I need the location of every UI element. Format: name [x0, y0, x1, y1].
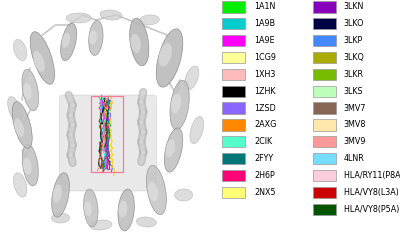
Ellipse shape — [130, 18, 149, 66]
Text: 2AXG: 2AXG — [254, 120, 277, 129]
Ellipse shape — [146, 165, 166, 215]
Bar — [222, 170, 245, 181]
Ellipse shape — [170, 80, 189, 130]
Text: 4LNR: 4LNR — [344, 154, 364, 163]
Ellipse shape — [14, 39, 27, 61]
Bar — [222, 136, 245, 147]
Bar — [313, 18, 336, 29]
Ellipse shape — [66, 13, 91, 23]
Bar — [313, 170, 336, 181]
Ellipse shape — [33, 51, 45, 72]
Ellipse shape — [136, 217, 156, 227]
Bar — [313, 69, 336, 80]
Ellipse shape — [14, 173, 27, 197]
Bar — [313, 204, 336, 215]
Text: 1ZHK: 1ZHK — [254, 87, 276, 96]
Ellipse shape — [164, 128, 183, 172]
Bar — [222, 52, 245, 63]
Text: 3LKN: 3LKN — [344, 3, 364, 11]
Bar — [91, 96, 123, 172]
Ellipse shape — [190, 116, 204, 144]
Text: 3LKR: 3LKR — [344, 70, 364, 79]
Bar — [222, 86, 245, 97]
Bar — [313, 35, 336, 46]
Ellipse shape — [53, 185, 62, 202]
Text: 3LKP: 3LKP — [344, 36, 363, 45]
Ellipse shape — [166, 139, 175, 157]
Bar — [313, 136, 336, 147]
Bar — [313, 153, 336, 164]
Text: 1A1N: 1A1N — [254, 3, 276, 11]
Ellipse shape — [184, 66, 199, 90]
Text: 3LKS: 3LKS — [344, 87, 363, 96]
Bar — [313, 1, 336, 13]
Text: 3LKQ: 3LKQ — [344, 53, 364, 62]
Ellipse shape — [52, 213, 70, 223]
Text: 3MV8: 3MV8 — [344, 120, 366, 129]
Ellipse shape — [89, 31, 97, 44]
Bar — [222, 153, 245, 164]
Text: HLA/VY8(L3A) model: HLA/VY8(L3A) model — [344, 188, 400, 197]
Ellipse shape — [14, 118, 24, 137]
Text: HLA/RY11(P8A) model: HLA/RY11(P8A) model — [344, 171, 400, 180]
Ellipse shape — [12, 102, 32, 148]
Bar — [313, 187, 336, 198]
Ellipse shape — [130, 34, 141, 53]
Ellipse shape — [100, 10, 122, 20]
Ellipse shape — [158, 43, 172, 67]
Ellipse shape — [90, 220, 112, 230]
Ellipse shape — [84, 201, 92, 216]
Ellipse shape — [52, 173, 70, 217]
Ellipse shape — [23, 83, 32, 100]
Text: 2H6P: 2H6P — [254, 171, 275, 180]
Ellipse shape — [84, 189, 98, 227]
Bar — [313, 52, 336, 63]
Text: 1A9E: 1A9E — [254, 36, 275, 45]
Text: 1ZSD: 1ZSD — [254, 104, 276, 113]
Text: 3MV7: 3MV7 — [344, 104, 366, 113]
Text: 3LKO: 3LKO — [344, 19, 364, 28]
Ellipse shape — [61, 23, 76, 61]
Ellipse shape — [148, 182, 158, 202]
Text: HLA/VY8(P5A) model: HLA/VY8(P5A) model — [344, 205, 400, 214]
Bar — [222, 1, 245, 13]
Ellipse shape — [30, 32, 54, 84]
Bar — [222, 119, 245, 130]
Ellipse shape — [62, 33, 70, 48]
Ellipse shape — [139, 15, 160, 25]
Ellipse shape — [22, 144, 38, 186]
Text: 2NX5: 2NX5 — [254, 188, 276, 197]
Bar — [313, 119, 336, 130]
Bar — [222, 103, 245, 114]
Text: 1CG9: 1CG9 — [254, 53, 276, 62]
Bar — [222, 187, 245, 198]
Text: 1XH3: 1XH3 — [254, 70, 276, 79]
FancyBboxPatch shape — [60, 95, 156, 191]
Ellipse shape — [23, 158, 32, 175]
Ellipse shape — [174, 189, 193, 201]
Ellipse shape — [118, 201, 128, 218]
Ellipse shape — [8, 97, 23, 123]
Ellipse shape — [171, 94, 181, 113]
Bar — [222, 35, 245, 46]
Ellipse shape — [22, 69, 38, 111]
Text: 2FYY: 2FYY — [254, 154, 274, 163]
Bar — [222, 18, 245, 29]
Ellipse shape — [118, 189, 134, 231]
Text: 2CIK: 2CIK — [254, 137, 272, 146]
Bar — [313, 86, 336, 97]
Ellipse shape — [156, 29, 183, 87]
Bar — [222, 69, 245, 80]
Ellipse shape — [89, 21, 103, 55]
Text: 3MV9: 3MV9 — [344, 137, 366, 146]
Bar — [313, 103, 336, 114]
Text: 1A9B: 1A9B — [254, 19, 276, 28]
